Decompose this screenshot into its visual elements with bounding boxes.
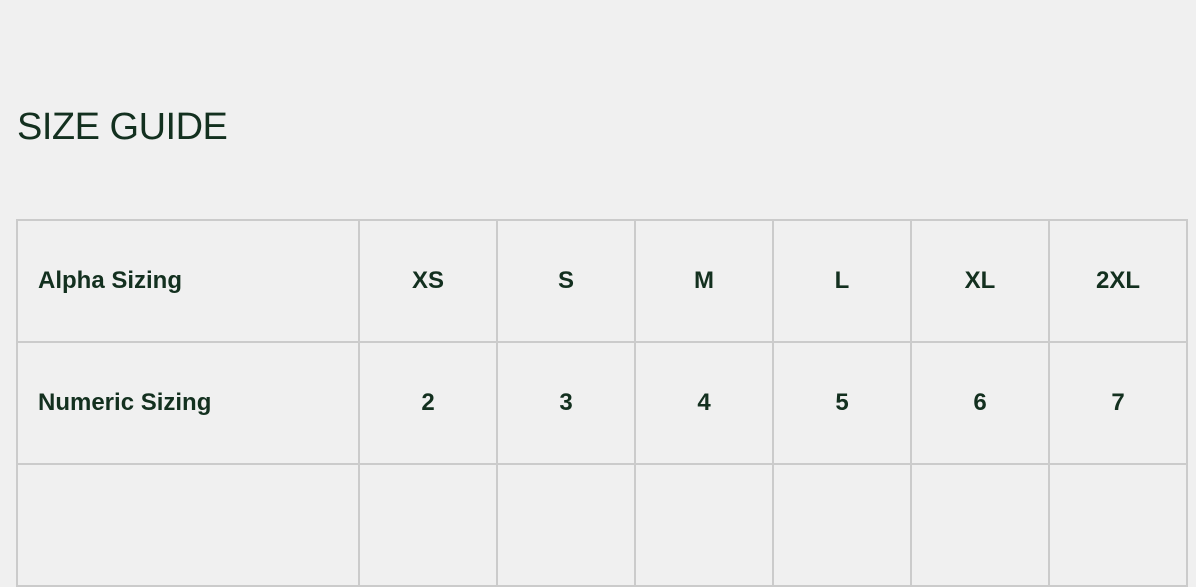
table-cell: 5 xyxy=(772,341,912,465)
table-cell: 3 xyxy=(496,341,636,465)
row-label xyxy=(16,463,360,587)
row-label: Alpha Sizing xyxy=(16,219,360,343)
size-guide-table: Alpha Sizing XS S M L XL 2XL Numeric Siz… xyxy=(16,219,1188,587)
table-cell: 6 xyxy=(910,341,1050,465)
table-cell xyxy=(910,463,1050,587)
table-cell xyxy=(772,463,912,587)
table-cell xyxy=(634,463,774,587)
table-row-alpha-sizing: Alpha Sizing XS S M L XL 2XL xyxy=(16,219,1188,343)
table-cell: 2 xyxy=(358,341,498,465)
table-cell: 7 xyxy=(1048,341,1188,465)
row-label: Numeric Sizing xyxy=(16,341,360,465)
table-cell: M xyxy=(634,219,774,343)
table-row-numeric-sizing: Numeric Sizing 2 3 4 5 6 7 xyxy=(16,341,1188,465)
table-cell: XS xyxy=(358,219,498,343)
table-row xyxy=(16,463,1188,587)
table-cell xyxy=(496,463,636,587)
table-cell: S xyxy=(496,219,636,343)
table-cell xyxy=(358,463,498,587)
table-cell: L xyxy=(772,219,912,343)
table-cell: XL xyxy=(910,219,1050,343)
page-title: SIZE GUIDE xyxy=(17,106,228,148)
table-cell: 2XL xyxy=(1048,219,1188,343)
table-cell: 4 xyxy=(634,341,774,465)
table-cell xyxy=(1048,463,1188,587)
